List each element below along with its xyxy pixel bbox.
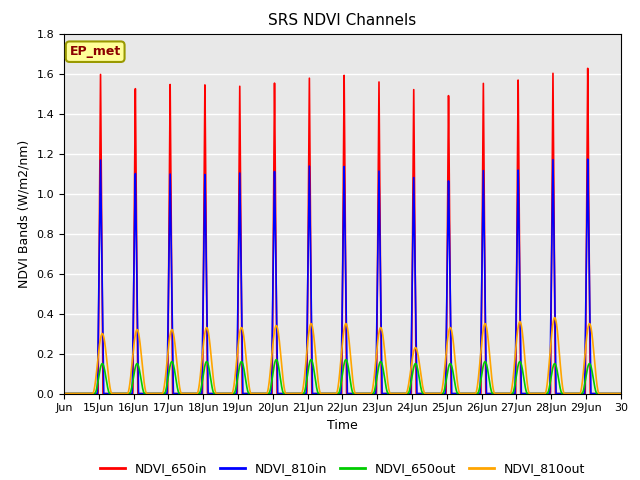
X-axis label: Time: Time [327,419,358,432]
Y-axis label: NDVI Bands (W/m2/nm): NDVI Bands (W/m2/nm) [18,140,31,288]
Legend: NDVI_650in, NDVI_810in, NDVI_650out, NDVI_810out: NDVI_650in, NDVI_810in, NDVI_650out, NDV… [95,457,590,480]
Title: SRS NDVI Channels: SRS NDVI Channels [268,13,417,28]
Text: EP_met: EP_met [70,45,121,58]
